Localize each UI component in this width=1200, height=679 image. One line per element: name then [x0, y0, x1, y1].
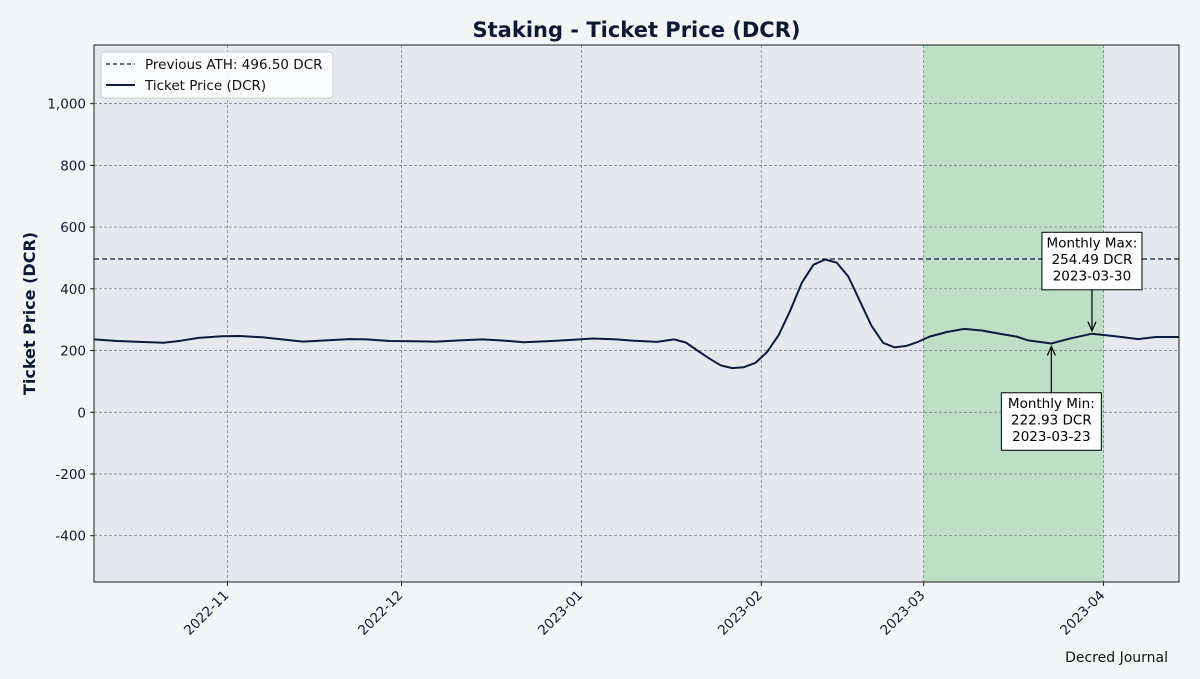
annotation-text: Monthly Max: [1047, 235, 1138, 251]
y-tick-label: 800 [60, 158, 86, 174]
annotation-text: 222.93 DCR [1011, 412, 1092, 428]
y-tick-label: 600 [60, 220, 86, 236]
x-tick-label: 2023-03 [877, 588, 928, 639]
annotation-text: 254.49 DCR [1052, 252, 1133, 268]
legend-label-ath: Previous ATH: 496.50 DCR [145, 57, 323, 73]
x-tick-label: 2022-12 [355, 588, 406, 639]
annotation-arrow-head [1087, 321, 1097, 333]
y-tick-label: 0 [77, 405, 86, 421]
annotation-box [1000, 392, 1102, 451]
footer-credit: Decred Journal [1065, 650, 1168, 666]
highlight-band [923, 45, 1104, 582]
y-tick-label: -400 [55, 529, 86, 545]
x-tick-label: 2023-04 [1057, 588, 1108, 639]
annotation-box [1041, 231, 1143, 291]
annotation-text: 2023-03-23 [1012, 429, 1090, 445]
legend-box [100, 51, 334, 99]
x-tick-label: 2023-01 [535, 588, 586, 639]
chart-title: Staking - Ticket Price (DCR) [473, 18, 801, 42]
y-axis-label: Ticket Price (DCR) [20, 232, 39, 395]
series-line-ticket-price [93, 258, 1179, 370]
y-tick-label: -200 [55, 467, 86, 483]
legend-label-ticket-price: Ticket Price (DCR) [144, 78, 266, 94]
legend: Previous ATH: 496.50 DCR Ticket Price (DC… [100, 51, 334, 99]
x-tick-label: 2023-02 [715, 588, 766, 639]
annotation-text: Monthly Min: [1008, 396, 1095, 412]
annotation-arrow-head [1046, 344, 1056, 356]
plot-frame [93, 44, 1180, 583]
annotation-text: 2023-03-30 [1053, 268, 1131, 284]
y-tick-label: 400 [60, 282, 86, 298]
x-tick-label: 2022-11 [181, 588, 232, 639]
y-tick-label: 200 [60, 344, 86, 360]
y-tick-label: 1,000 [47, 97, 86, 113]
